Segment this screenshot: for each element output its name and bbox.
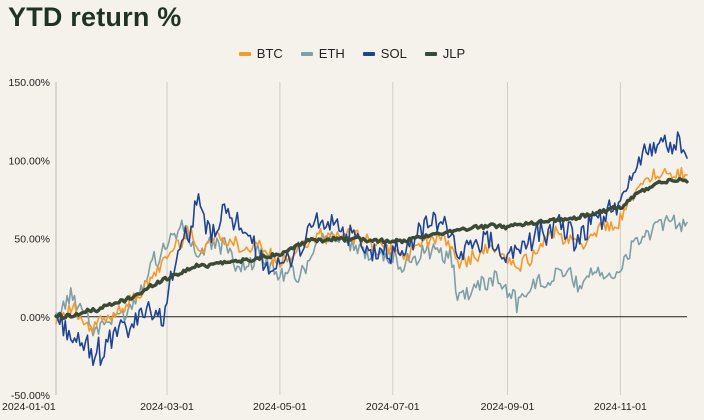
legend-swatch-btc <box>238 51 251 56</box>
chart-title: YTD return % <box>8 2 182 32</box>
legend-label-sol: SOL <box>380 46 407 61</box>
legend-label-eth: ETH <box>318 46 345 61</box>
legend-swatch-eth <box>300 51 313 56</box>
series-line-btc <box>55 167 688 333</box>
x-tick-label: 2024-05-01 <box>253 401 307 413</box>
x-tick-label: 2024-01-01 <box>2 401 56 413</box>
chart-legend: BTC ETH SOL JLP <box>0 46 704 61</box>
x-tick-label: 2024-07-01 <box>366 401 420 413</box>
legend-swatch-jlp <box>424 51 437 56</box>
x-tick-label: 2024-09-01 <box>481 401 535 413</box>
x-tick-label: 2024-03-01 <box>140 401 194 413</box>
series-line-sol <box>55 131 688 367</box>
series-line-jlp <box>54 176 689 321</box>
legend-item-sol[interactable]: SOL <box>362 46 407 61</box>
legend-label-btc: BTC <box>256 46 283 61</box>
series-line-eth <box>55 214 688 337</box>
x-tick-label: 2024-11-01 <box>594 401 647 413</box>
legend-label-jlp: JLP <box>442 46 466 61</box>
legend-item-jlp[interactable]: JLP <box>424 46 466 61</box>
y-tick-label: 0.00% <box>20 312 50 324</box>
legend-item-btc[interactable]: BTC <box>238 46 283 61</box>
y-tick-label: -50.00% <box>11 390 50 402</box>
y-tick-label: 100.00% <box>9 155 50 167</box>
legend-item-eth[interactable]: ETH <box>300 46 345 61</box>
y-tick-label: 150.00% <box>9 77 50 89</box>
legend-swatch-sol <box>362 51 375 56</box>
y-tick-label: 50.00% <box>14 234 50 246</box>
